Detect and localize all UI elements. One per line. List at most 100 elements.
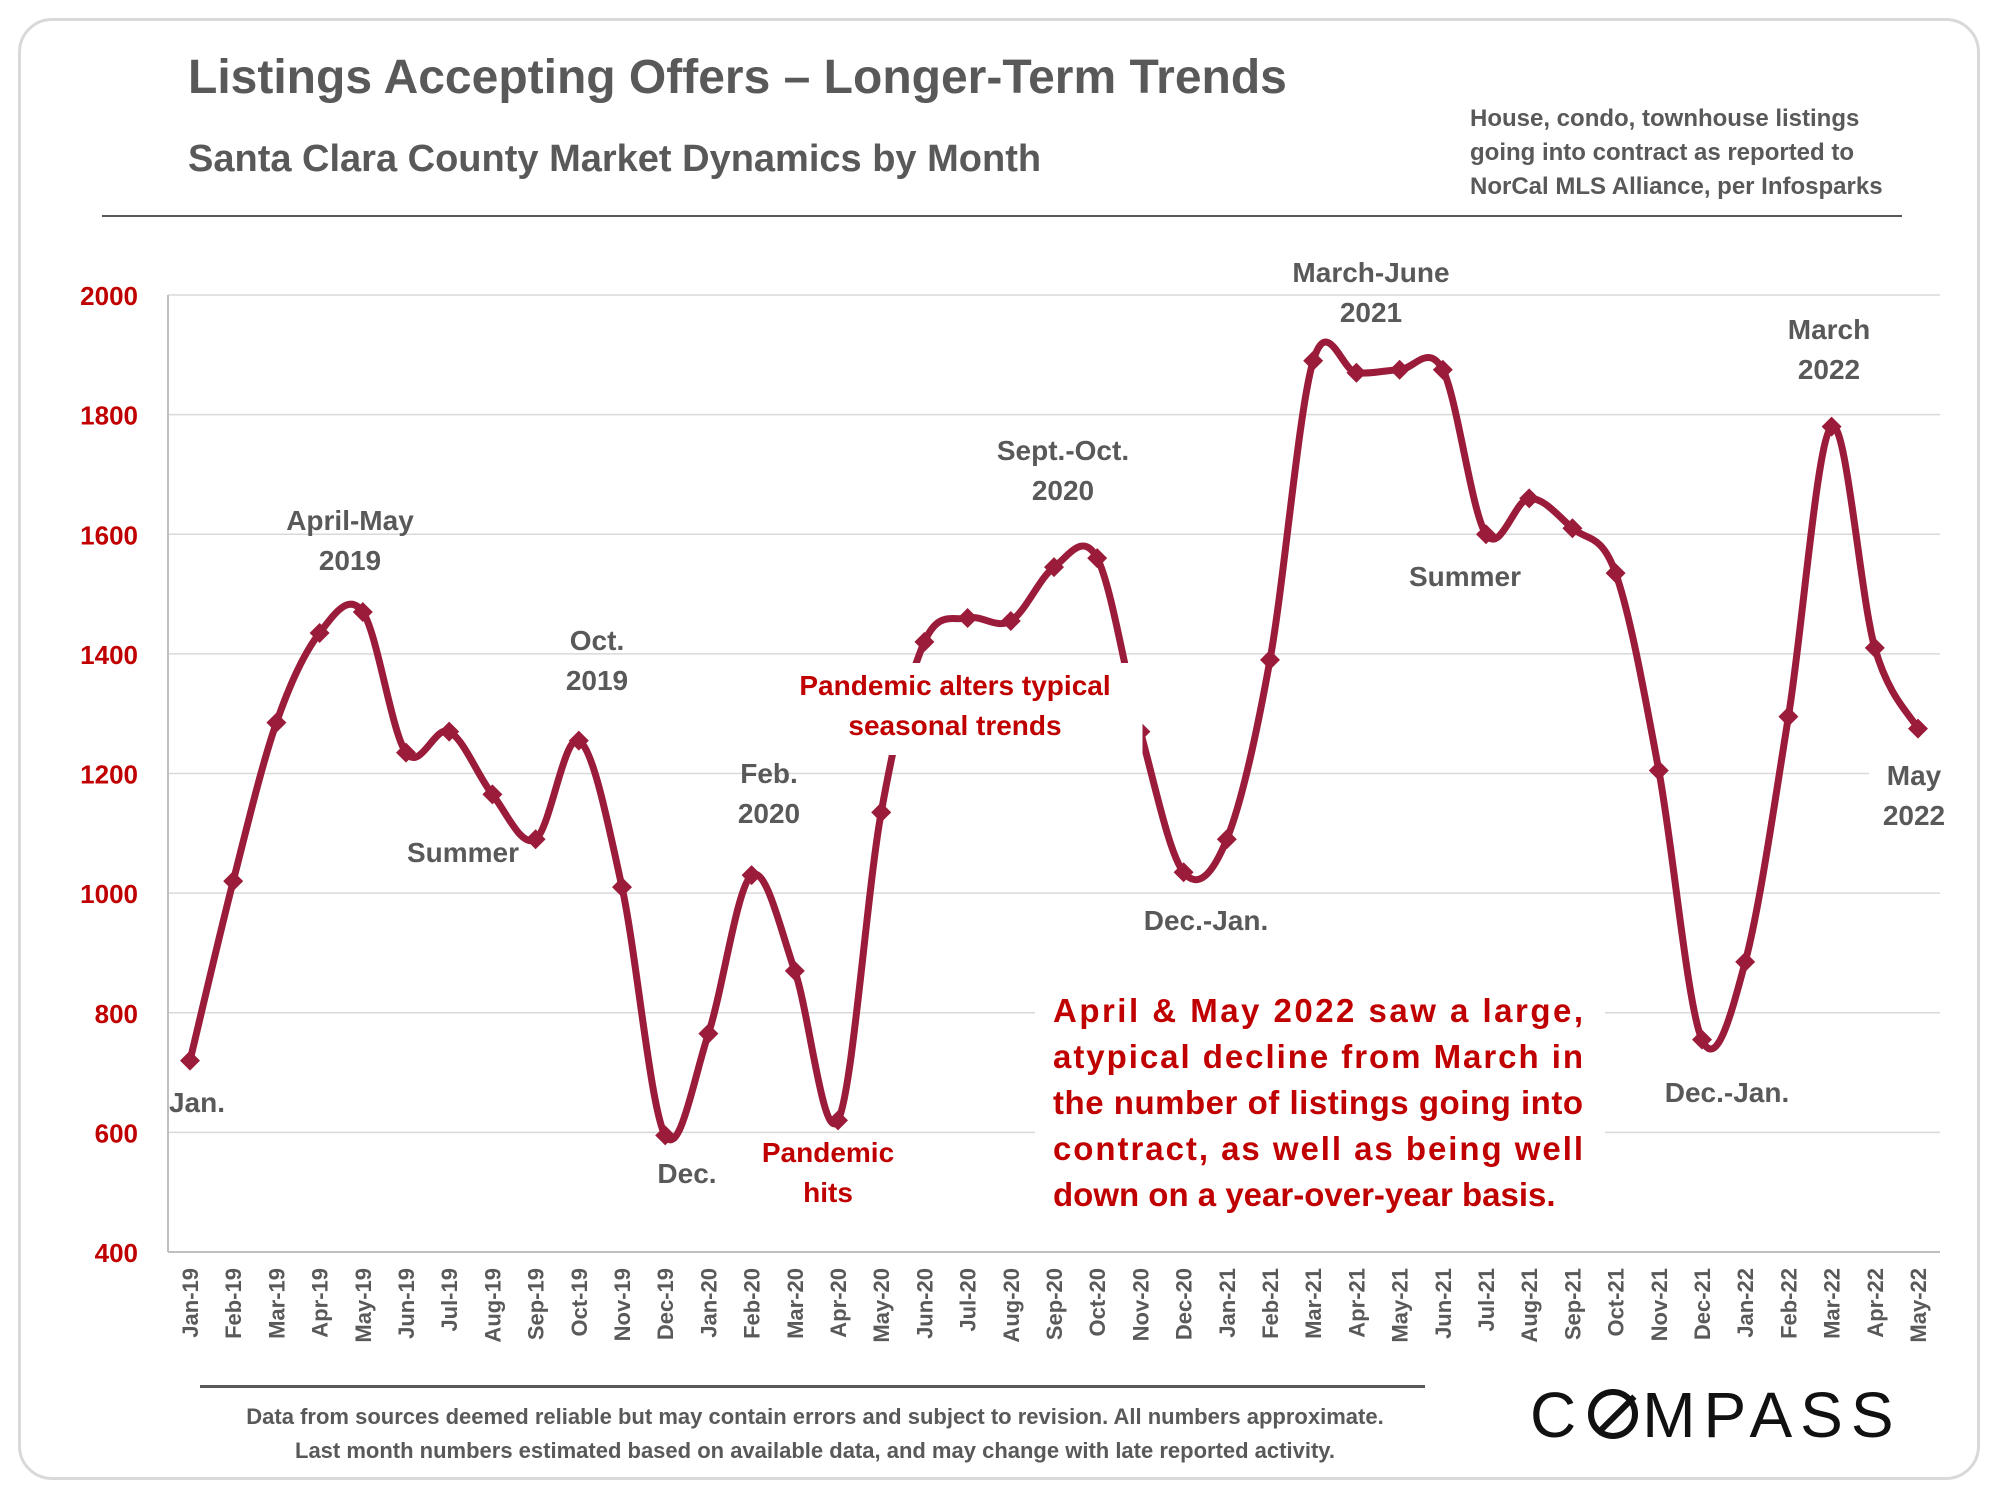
y-tick-label: 800 bbox=[95, 999, 138, 1029]
data-point bbox=[223, 871, 244, 892]
annotation-label: hits bbox=[803, 1177, 853, 1208]
data-point bbox=[266, 712, 287, 733]
annotation-label: April-May bbox=[286, 505, 414, 536]
x-tick-label: Jul-20 bbox=[956, 1268, 981, 1332]
data-point bbox=[1692, 1029, 1712, 1050]
data-point bbox=[1216, 829, 1237, 850]
y-tick-label: 400 bbox=[95, 1238, 138, 1268]
chart-title: Listings Accepting Offers – Longer-Term … bbox=[188, 51, 1287, 104]
annotation-label: 2021 bbox=[1340, 297, 1402, 328]
annotation-label: Oct. bbox=[570, 625, 624, 656]
data-point bbox=[1735, 951, 1756, 972]
source-note: House, condo, townhouse listings going i… bbox=[1470, 105, 1883, 200]
data-point bbox=[396, 742, 416, 763]
logo-text-start: C bbox=[1530, 1379, 1585, 1451]
annotation-label: 2022 bbox=[1798, 354, 1860, 385]
y-tick-label: 1400 bbox=[80, 640, 138, 670]
x-tick-label: Aug-20 bbox=[999, 1268, 1024, 1343]
y-tick-label: 1600 bbox=[80, 520, 138, 550]
x-tick-label: Apr-19 bbox=[308, 1268, 333, 1338]
data-point bbox=[1864, 637, 1885, 658]
annotation-label: Pandemic bbox=[762, 1137, 894, 1168]
callout-line: contract, as well as being well bbox=[1053, 1130, 1583, 1167]
annotation-background bbox=[1869, 753, 1959, 845]
data-point bbox=[1605, 563, 1626, 584]
series-line bbox=[186, 338, 1922, 1144]
callout-line: atypical decline from March in bbox=[1053, 1038, 1583, 1075]
x-tick-label: Feb-22 bbox=[1776, 1268, 1801, 1339]
data-point bbox=[1648, 760, 1669, 781]
annotation-label: Jan. bbox=[169, 1087, 225, 1118]
x-tick-label: Mar-19 bbox=[264, 1268, 289, 1339]
annotation-label: Dec.-Jan. bbox=[1144, 905, 1269, 936]
data-point bbox=[1476, 524, 1496, 545]
data-point bbox=[784, 960, 805, 981]
x-tick-label: Oct-20 bbox=[1085, 1268, 1110, 1336]
x-tick-label: Mar-22 bbox=[1820, 1268, 1845, 1339]
annotation-label: Summer bbox=[407, 837, 519, 868]
annotation-background bbox=[767, 663, 1143, 755]
data-point bbox=[741, 865, 762, 886]
x-tick-label: Jun-19 bbox=[394, 1268, 419, 1339]
x-tick-label: Nov-19 bbox=[610, 1268, 635, 1341]
data-point bbox=[1346, 362, 1367, 383]
x-tick-label: Apr-21 bbox=[1344, 1268, 1369, 1338]
x-tick-label: May-21 bbox=[1388, 1268, 1413, 1343]
x-tick-label: Apr-20 bbox=[826, 1268, 851, 1338]
x-tick-label: Sep-21 bbox=[1560, 1268, 1585, 1340]
x-tick-label: May-19 bbox=[351, 1268, 376, 1343]
data-point bbox=[828, 1110, 848, 1131]
data-point bbox=[439, 721, 460, 742]
data-point bbox=[1000, 610, 1021, 631]
data-point bbox=[1260, 649, 1280, 670]
footer-line-1: Data from sources deemed reliable but ma… bbox=[246, 1404, 1384, 1429]
x-tick-label: Feb-21 bbox=[1258, 1268, 1283, 1339]
x-tick-label: May-22 bbox=[1906, 1268, 1931, 1343]
x-tick-label: Aug-19 bbox=[480, 1268, 505, 1343]
data-point bbox=[1389, 359, 1410, 380]
data-point bbox=[309, 622, 330, 643]
x-tick-label: Aug-21 bbox=[1517, 1268, 1542, 1343]
data-point bbox=[871, 802, 892, 823]
data-point bbox=[1087, 548, 1108, 569]
annotation-label: March bbox=[1788, 314, 1870, 345]
x-tick-label: Feb-20 bbox=[740, 1268, 765, 1339]
x-tick-label: Jan-20 bbox=[696, 1268, 721, 1338]
annotation-label: 2020 bbox=[1032, 475, 1094, 506]
header-divider bbox=[102, 215, 1902, 217]
logo-text-end: MPASS bbox=[1642, 1379, 1902, 1451]
x-tick-label: Jun-20 bbox=[912, 1268, 937, 1339]
y-tick-label: 2000 bbox=[80, 281, 138, 311]
data-point bbox=[482, 784, 503, 805]
data-point bbox=[1908, 718, 1928, 739]
data-point bbox=[1303, 350, 1324, 371]
x-tick-label: Mar-20 bbox=[783, 1268, 808, 1339]
annotation-label: Dec. bbox=[657, 1158, 716, 1189]
x-tick-label: Jan-21 bbox=[1215, 1268, 1240, 1338]
x-tick-label: Nov-21 bbox=[1647, 1268, 1672, 1341]
x-tick-label: Oct-21 bbox=[1604, 1268, 1629, 1336]
annotation-label: seasonal trends bbox=[848, 710, 1061, 741]
data-point bbox=[655, 1125, 676, 1146]
annotation-label: 2020 bbox=[738, 798, 800, 829]
data-point bbox=[1519, 488, 1540, 509]
x-tick-label: Oct-19 bbox=[567, 1268, 592, 1336]
x-tick-label: Dec-21 bbox=[1690, 1268, 1715, 1340]
annotation-label: Summer bbox=[1409, 561, 1521, 592]
x-tick-label: Jun-21 bbox=[1431, 1268, 1456, 1339]
data-point bbox=[1821, 416, 1842, 437]
annotation-label: 2022 bbox=[1883, 800, 1945, 831]
x-tick-label: Feb-19 bbox=[221, 1268, 246, 1339]
annotation-label: Dec.-Jan. bbox=[1665, 1077, 1790, 1108]
y-tick-label: 600 bbox=[95, 1118, 138, 1148]
data-point bbox=[612, 877, 632, 898]
data-point bbox=[1044, 557, 1064, 578]
x-tick-label: Jan-22 bbox=[1733, 1268, 1758, 1338]
data-point bbox=[180, 1050, 200, 1071]
x-tick-label: May-20 bbox=[869, 1268, 894, 1343]
y-tick-label: 1000 bbox=[80, 879, 138, 909]
x-tick-label: Jul-19 bbox=[437, 1268, 462, 1332]
footer-line-2: Last month numbers estimated based on av… bbox=[295, 1438, 1335, 1463]
chart-subtitle: Santa Clara County Market Dynamics by Mo… bbox=[188, 138, 1042, 180]
